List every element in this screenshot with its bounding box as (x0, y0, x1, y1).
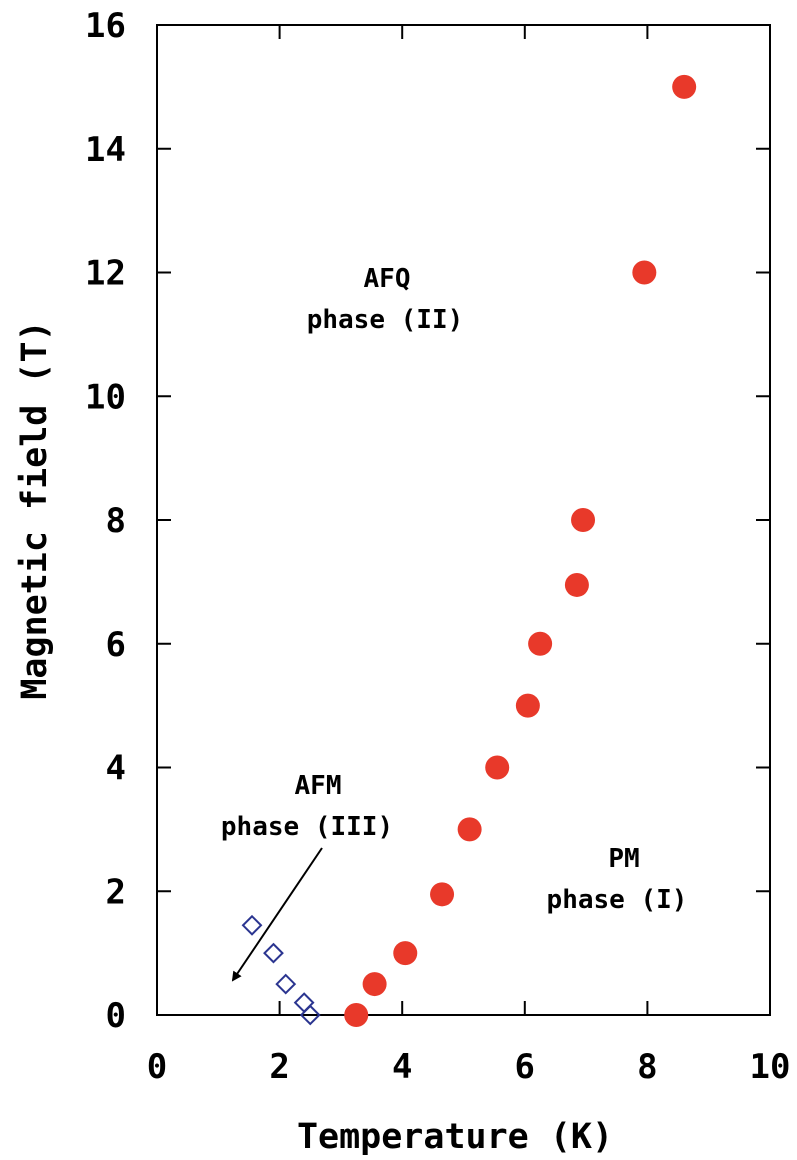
y-tick-label: 2 (106, 872, 126, 912)
afm-boundary-point (299, 1004, 321, 1026)
x-tick-label: 4 (392, 1047, 412, 1087)
afq-boundary-point (672, 74, 697, 99)
afq-boundary-point (564, 572, 589, 597)
y-tick-label: 4 (106, 749, 126, 789)
y-tick-label: 10 (85, 377, 126, 417)
afm-boundary-point (275, 973, 297, 995)
afq-boundary-point (393, 941, 418, 966)
afq-boundary-point (571, 508, 596, 532)
pm-phase-label: phase (I) (547, 885, 688, 915)
y-tick-label: 6 (106, 625, 126, 665)
y-tick-label: 16 (85, 6, 126, 46)
afm-boundary-point (293, 992, 315, 1014)
x-tick-label: 10 (750, 1047, 791, 1087)
afm-boundary-point (241, 914, 263, 936)
afq-boundary-point (362, 972, 387, 997)
afq-boundary-point (485, 755, 510, 780)
axis-ticks (156, 24, 771, 1016)
data-markers (241, 74, 697, 1027)
plot-frame (156, 24, 771, 1016)
pm-label: PM (608, 844, 639, 874)
afm-boundary-point (263, 942, 284, 964)
y-tick-label: 14 (85, 130, 126, 170)
x-axis-title: Temperature (K) (297, 1117, 613, 1157)
afm-arrow (231, 847, 323, 982)
afm-phase-label: phase (III) (221, 812, 393, 842)
y-tick-label: 8 (106, 501, 126, 541)
afq-boundary-point (430, 882, 455, 907)
x-tick-label: 2 (269, 1047, 289, 1087)
afq-boundary-point (457, 817, 482, 842)
afq-boundary-point (515, 693, 540, 718)
tick-labels: 0 2 4 6 8 10 0 2 4 6 8 10 12 14 16 (85, 6, 790, 1087)
afq-boundary-point (344, 1003, 369, 1027)
afm-label: AFM (295, 771, 342, 801)
x-tick-label: 0 (147, 1047, 167, 1087)
afq-boundary-point (632, 260, 657, 285)
y-tick-label: 12 (85, 254, 126, 294)
afq-label: AFQ (364, 264, 411, 294)
x-tick-label: 8 (637, 1047, 657, 1087)
afq-boundary-point (528, 631, 553, 656)
x-tick-label: 6 (515, 1047, 535, 1087)
y-tick-label: 0 (106, 996, 126, 1036)
afq-phase-label: phase (II) (307, 305, 464, 335)
y-axis-title: Magnetic field (T) (15, 320, 55, 699)
